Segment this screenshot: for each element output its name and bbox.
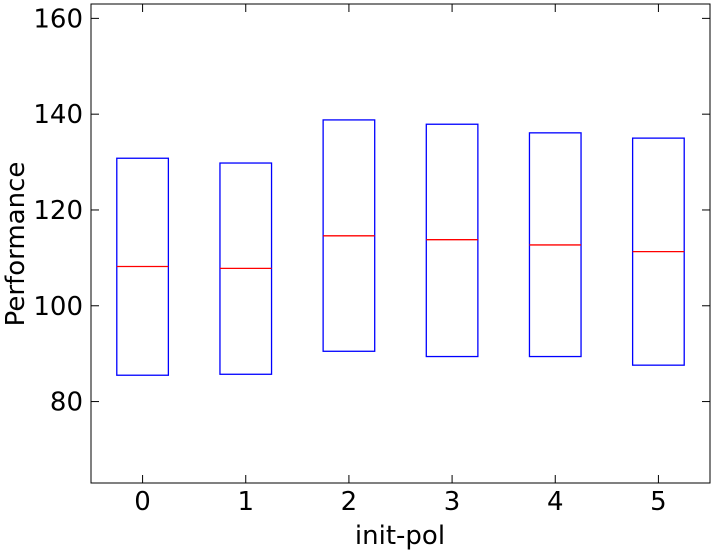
x-tick-label-4: 4 xyxy=(547,487,564,517)
y-tick-label-120: 120 xyxy=(33,196,83,226)
y-tick-label-140: 140 xyxy=(33,100,83,130)
x-tick-label-1: 1 xyxy=(237,487,254,517)
x-tick-label-5: 5 xyxy=(650,487,667,517)
ticks-layer: 80 100 120 140 160 0 1 2 3 4 5 xyxy=(33,4,710,517)
x-tick-label-2: 2 xyxy=(341,487,358,517)
y-tick-label-160: 160 xyxy=(33,4,83,34)
x-tick-label-0: 0 xyxy=(134,487,151,517)
x-axis-label: init-pol xyxy=(355,521,445,551)
boxes-layer xyxy=(116,119,685,376)
x-tick-label-3: 3 xyxy=(444,487,461,517)
plot-frame xyxy=(90,3,711,484)
y-axis-label: Performance xyxy=(1,162,31,327)
y-tick-label-100: 100 xyxy=(33,292,83,322)
box-3 xyxy=(425,123,479,358)
y-tick-label-80: 80 xyxy=(50,388,83,418)
